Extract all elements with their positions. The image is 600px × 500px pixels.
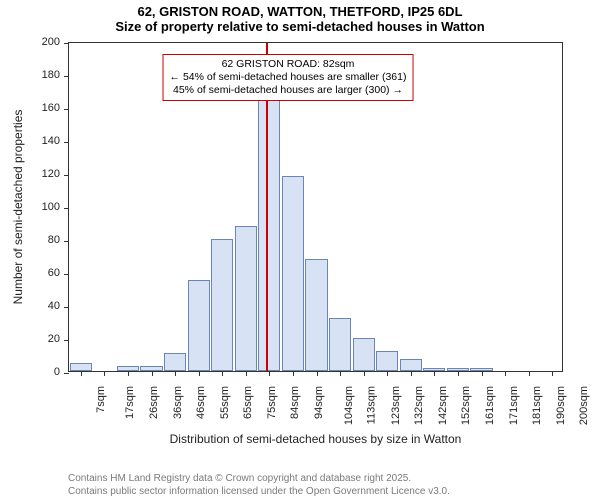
annotation-callout: 62 GRISTON ROAD: 82sqm ← 54% of semi-det… bbox=[163, 54, 414, 101]
y-tick bbox=[64, 142, 69, 143]
x-tick-label: 152sqm bbox=[460, 386, 472, 425]
histogram-bar bbox=[305, 259, 327, 371]
x-tick bbox=[505, 371, 506, 376]
x-tick-label: 84sqm bbox=[289, 386, 301, 419]
y-tick bbox=[64, 274, 69, 275]
x-tick bbox=[246, 371, 247, 376]
chart-title-line1: 62, GRISTON ROAD, WATTON, THETFORD, IP25… bbox=[0, 4, 600, 19]
x-tick bbox=[317, 371, 318, 376]
histogram-bar bbox=[164, 353, 186, 371]
y-tick-label: 160 bbox=[36, 102, 60, 114]
x-tick-label: 123sqm bbox=[390, 386, 402, 425]
x-tick bbox=[269, 371, 270, 376]
x-tick-label: 17sqm bbox=[124, 386, 136, 419]
x-tick bbox=[411, 371, 412, 376]
y-tick bbox=[64, 109, 69, 110]
x-tick bbox=[552, 371, 553, 376]
histogram-bar bbox=[376, 351, 398, 371]
x-tick-label: 36sqm bbox=[172, 386, 184, 419]
y-tick-label: 140 bbox=[36, 135, 60, 147]
y-tick bbox=[64, 76, 69, 77]
histogram-bar bbox=[235, 226, 257, 371]
histogram-bar bbox=[400, 359, 422, 371]
histogram-bar bbox=[353, 338, 375, 371]
x-tick-label: 132sqm bbox=[413, 386, 425, 425]
x-tick-label: 46sqm bbox=[195, 386, 207, 419]
footer-line2: Contains public sector information licen… bbox=[68, 486, 450, 499]
x-tick-label: 190sqm bbox=[555, 386, 567, 425]
x-tick-label: 161sqm bbox=[484, 386, 496, 425]
x-tick bbox=[81, 371, 82, 376]
x-tick bbox=[128, 371, 129, 376]
footer-line1: Contains HM Land Registry data © Crown c… bbox=[68, 473, 450, 486]
y-tick bbox=[64, 340, 69, 341]
x-tick-label: 65sqm bbox=[242, 386, 254, 419]
y-tick-label: 0 bbox=[36, 366, 60, 378]
x-tick-label: 55sqm bbox=[219, 386, 231, 419]
x-tick-label: 171sqm bbox=[508, 386, 520, 425]
x-tick bbox=[434, 371, 435, 376]
y-tick bbox=[64, 208, 69, 209]
annotation-line2: ← 54% of semi-detached houses are smalle… bbox=[170, 71, 407, 84]
x-tick-label: 75sqm bbox=[266, 386, 278, 419]
y-tick-label: 180 bbox=[36, 69, 60, 81]
annotation-line1: 62 GRISTON ROAD: 82sqm bbox=[170, 58, 407, 71]
y-tick-label: 60 bbox=[36, 267, 60, 279]
y-tick bbox=[64, 307, 69, 308]
histogram-bar bbox=[211, 239, 233, 371]
x-tick-label: 181sqm bbox=[531, 386, 543, 425]
x-axis-title: Distribution of semi-detached houses by … bbox=[68, 432, 563, 446]
x-tick bbox=[529, 371, 530, 376]
histogram-bar bbox=[258, 99, 280, 371]
x-tick bbox=[199, 371, 200, 376]
x-tick bbox=[482, 371, 483, 376]
x-tick bbox=[293, 371, 294, 376]
x-tick bbox=[458, 371, 459, 376]
x-tick-label: 113sqm bbox=[365, 386, 377, 424]
x-tick bbox=[387, 371, 388, 376]
x-tick bbox=[222, 371, 223, 376]
x-tick-label: 7sqm bbox=[95, 386, 107, 413]
x-tick bbox=[175, 371, 176, 376]
x-tick bbox=[104, 371, 105, 376]
x-tick bbox=[364, 371, 365, 376]
x-tick-label: 26sqm bbox=[148, 386, 160, 419]
x-tick-label: 200sqm bbox=[578, 386, 590, 425]
x-tick-label: 142sqm bbox=[437, 386, 449, 425]
y-axis-title: Number of semi-detached properties bbox=[11, 42, 25, 372]
y-tick-label: 80 bbox=[36, 234, 60, 246]
x-tick-label: 94sqm bbox=[313, 386, 325, 419]
y-tick-label: 100 bbox=[36, 201, 60, 213]
y-tick-label: 200 bbox=[36, 36, 60, 48]
footer-attribution: Contains HM Land Registry data © Crown c… bbox=[68, 473, 450, 498]
y-tick bbox=[64, 373, 69, 374]
histogram-bar bbox=[188, 280, 210, 371]
chart-title-line2: Size of property relative to semi-detach… bbox=[0, 19, 600, 34]
y-tick bbox=[64, 241, 69, 242]
histogram-bar bbox=[282, 176, 304, 371]
y-tick-label: 20 bbox=[36, 333, 60, 345]
annotation-line3: 45% of semi-detached houses are larger (… bbox=[170, 84, 407, 97]
y-tick bbox=[64, 175, 69, 176]
y-tick-label: 120 bbox=[36, 168, 60, 180]
y-tick bbox=[64, 43, 69, 44]
histogram-bar bbox=[329, 318, 351, 371]
x-tick bbox=[152, 371, 153, 376]
x-tick-label: 104sqm bbox=[343, 386, 355, 425]
histogram-bar bbox=[70, 363, 92, 371]
y-tick-label: 40 bbox=[36, 300, 60, 312]
x-tick bbox=[340, 371, 341, 376]
